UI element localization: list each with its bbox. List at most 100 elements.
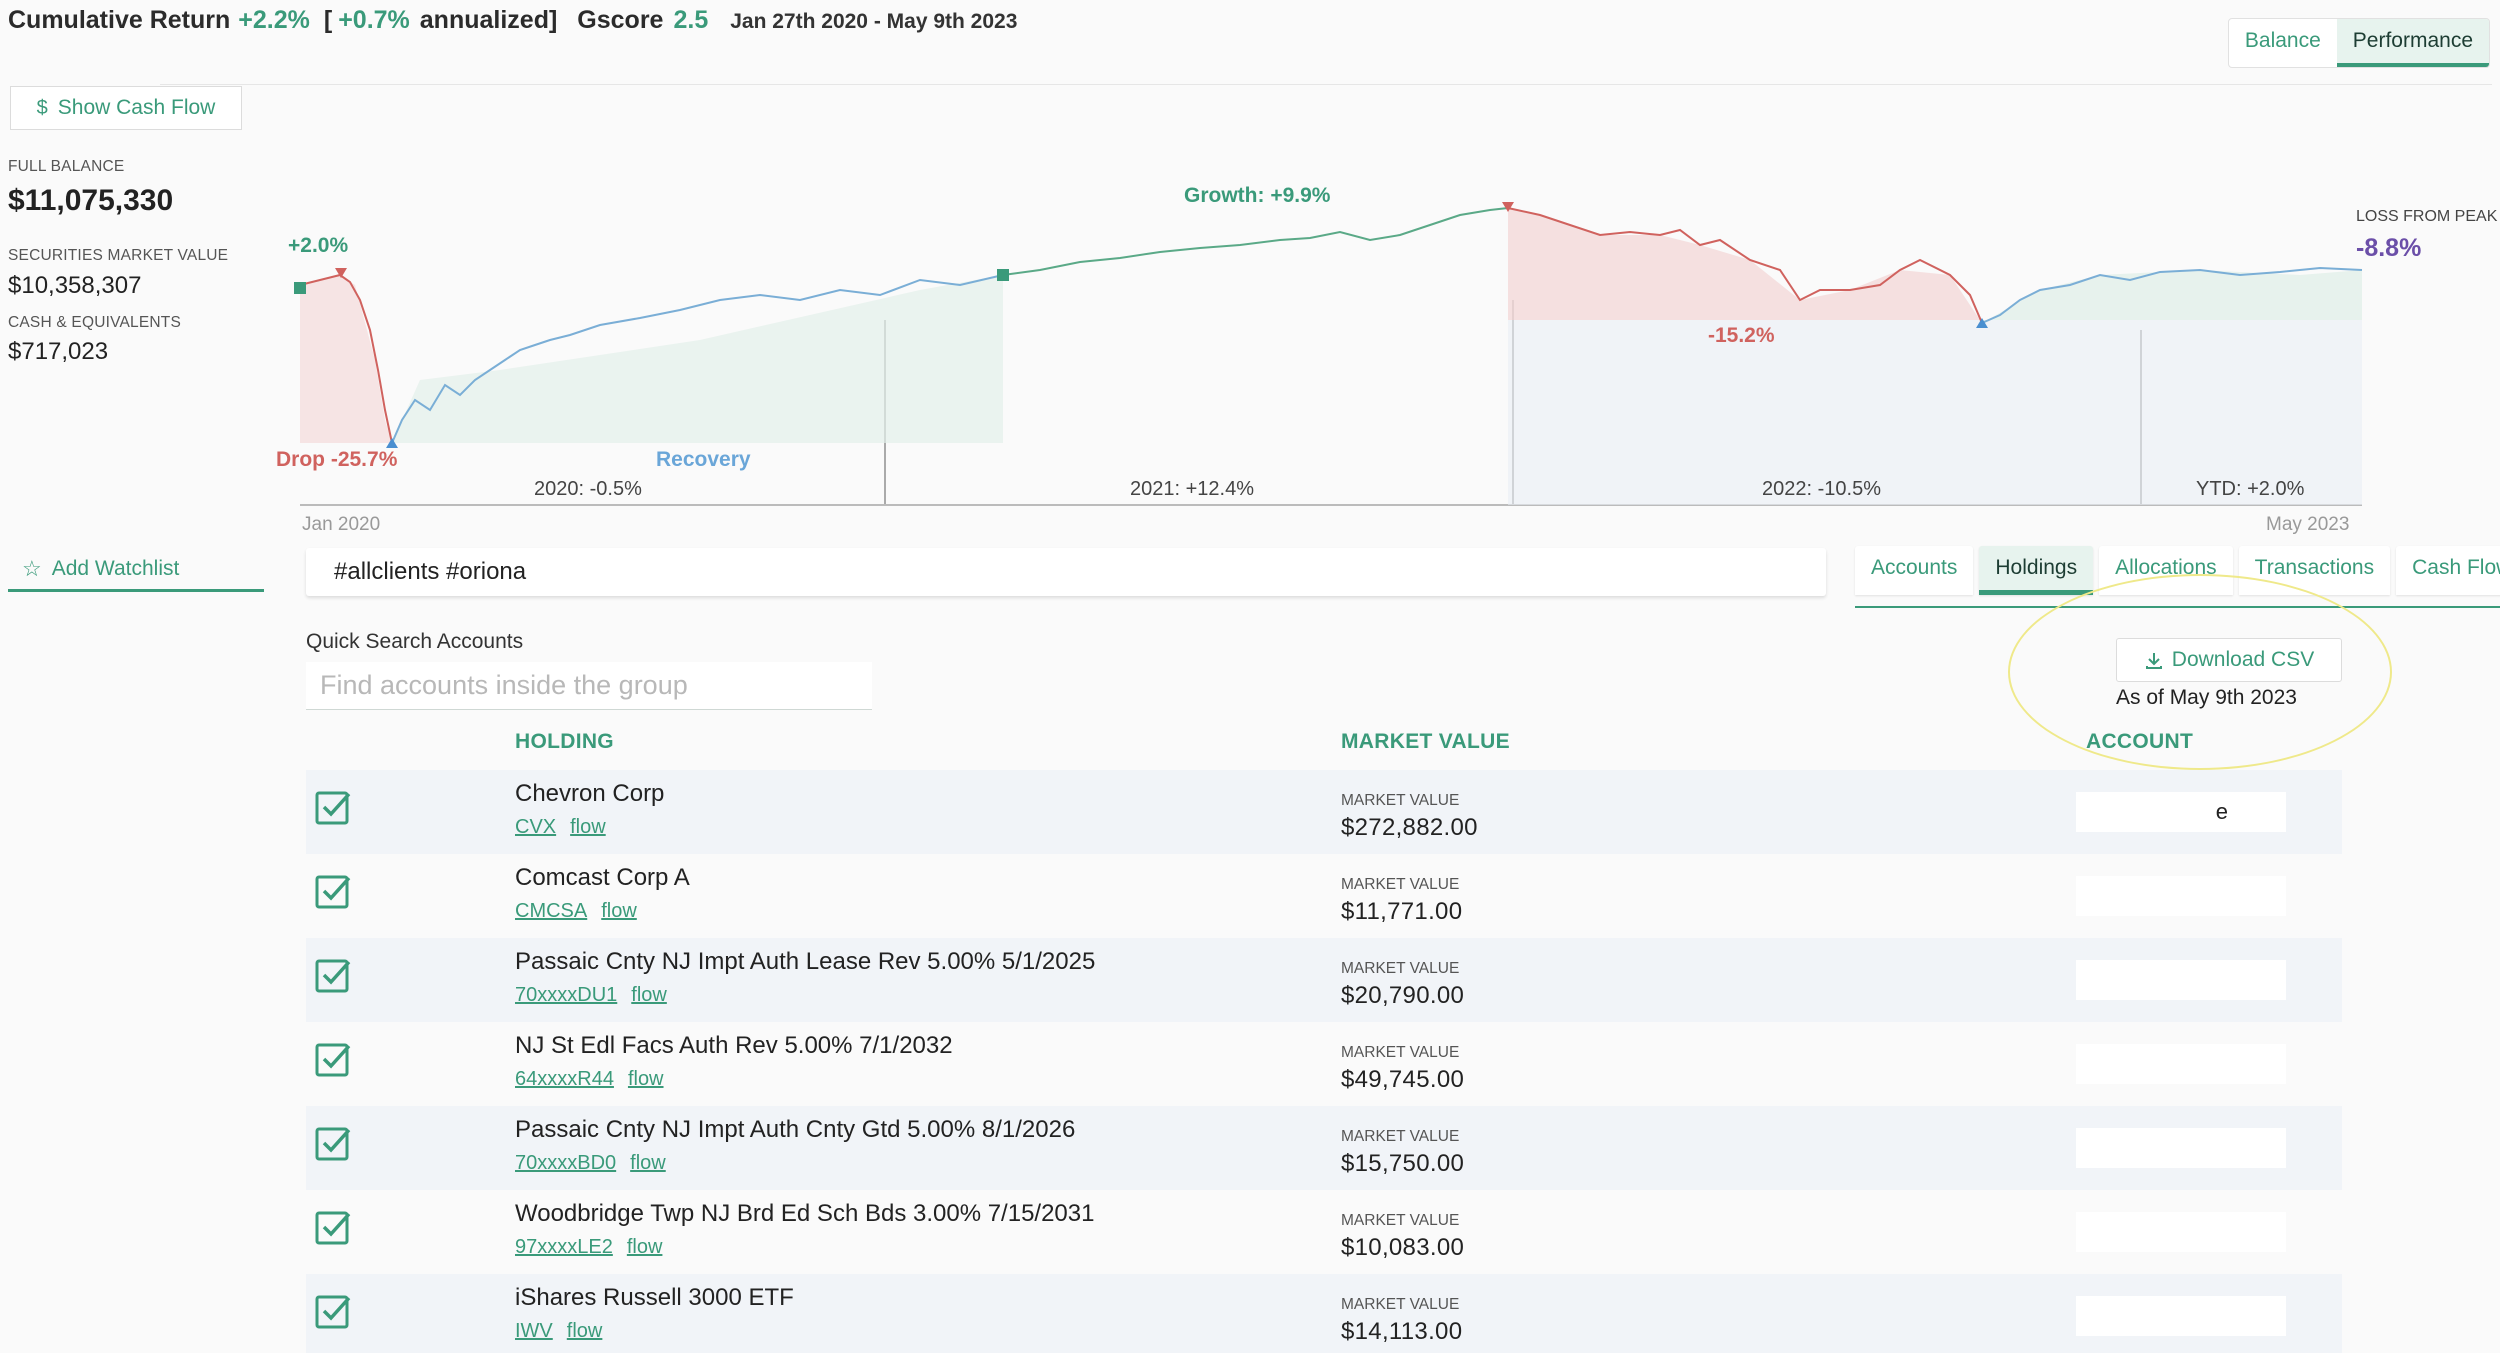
trough-marker <box>386 438 398 448</box>
table-row: iShares Russell 3000 ETF IWV flow MARKET VA… <box>306 1274 2342 1353</box>
table-row: NJ St Edl Facs Auth Rev 5.00% 7/1/2032 64… <box>306 1022 2342 1106</box>
recovery-label: Recovery <box>656 448 751 471</box>
full-balance-label: FULL BALANCE <box>8 158 125 175</box>
checkbox-checked-icon[interactable] <box>314 1124 352 1162</box>
ticker-link[interactable]: 64xxxxR44 <box>515 1068 614 1090</box>
checkbox-checked-icon[interactable] <box>314 1040 352 1078</box>
holding-name: Chevron Corp <box>515 780 665 807</box>
performance-button[interactable]: Performance <box>2336 19 2489 67</box>
ticker-link[interactable]: 70xxxxDU1 <box>515 984 618 1006</box>
market-value: $10,083.00 <box>1341 1234 1465 1261</box>
tab-holdings[interactable]: Holdings <box>1979 546 2094 595</box>
performance-chart <box>294 202 2363 506</box>
tab-cash-flow[interactable]: Cash Flow <box>2396 546 2500 595</box>
drop-region <box>300 275 392 443</box>
series-current-line <box>1981 266 2363 324</box>
flow-link[interactable]: flow <box>626 1236 663 1258</box>
gscore-value: 2.5 <box>673 6 709 34</box>
series-drop-line <box>299 273 393 444</box>
download-csv-button[interactable]: Download CSV <box>2116 638 2342 682</box>
loss-from-peak-value: -8.8% <box>2356 234 2422 262</box>
holding-name: Passaic Cnty NJ Impt Auth Cnty Gtd 5.00%… <box>515 1116 1076 1143</box>
holding-name: NJ St Edl Facs Auth Rev 5.00% 7/1/2032 <box>515 1032 953 1059</box>
year-label-2022: 2022: -10.5% <box>1762 478 1881 500</box>
ticker-link[interactable]: CMCSA <box>515 900 588 922</box>
flow-link[interactable]: flow <box>601 900 637 922</box>
loss-from-peak-label: LOSS FROM PEAK <box>2356 208 2498 225</box>
performance-summary: Cumulative Return +2.2% [ +0.7% annualiz… <box>8 6 1017 42</box>
header-divider <box>160 84 2492 85</box>
x-axis-end: May 2023 <box>2266 514 2350 535</box>
holding-links: IWV flow <box>515 1320 616 1343</box>
shade-region <box>1508 320 2362 505</box>
checkbox-checked-icon[interactable] <box>314 872 352 910</box>
table-row: Passaic Cnty NJ Impt Auth Lease Rev 5.00… <box>306 938 2342 1022</box>
growth-label: Growth: +9.9% <box>1184 184 1331 207</box>
show-cash-flow-button[interactable]: $ Show Cash Flow <box>10 86 242 130</box>
annualized-value: +0.7% <box>338 6 410 34</box>
ticker-link[interactable]: IWV <box>515 1320 553 1342</box>
account-cell-redacted: e <box>2076 792 2286 832</box>
flow-link[interactable]: flow <box>627 1068 664 1090</box>
account-column-header[interactable]: ACCOUNT <box>2086 730 2194 753</box>
table-row: Passaic Cnty NJ Impt Auth Cnty Gtd 5.00%… <box>306 1106 2342 1190</box>
table-row: Comcast Corp A CMCSA flow MARKET VALUE $11,7… <box>306 854 2342 938</box>
holding-name: Passaic Cnty NJ Impt Auth Lease Rev 5.00… <box>515 948 1096 975</box>
peak-marker <box>335 268 347 278</box>
flow-link[interactable]: flow <box>570 816 606 838</box>
drop-label: Drop -25.7% <box>276 448 398 471</box>
year-label-2021: 2021: +12.4% <box>1130 478 1254 500</box>
checkbox-checked-icon[interactable] <box>314 1292 352 1330</box>
securities-label: SECURITIES MARKET VALUE <box>8 247 229 264</box>
holding-links: CMCSA flow <box>515 900 651 923</box>
market-value: $20,790.00 <box>1341 982 1465 1009</box>
trough-marker-2 <box>1976 318 1988 328</box>
flow-link[interactable]: flow <box>630 1152 666 1174</box>
series-recovery-line <box>391 274 1004 444</box>
annualized-label: annualized] <box>419 6 558 34</box>
view-toggle: Balance Performance <box>2227 18 2490 68</box>
market-value: $49,745.00 <box>1341 1066 1465 1093</box>
holding-name: iShares Russell 3000 ETF <box>515 1284 794 1311</box>
market-value-column-header[interactable]: MARKET VALUE <box>1341 730 1510 753</box>
tag-filter-input[interactable]: #allclients #oriona <box>306 548 1826 596</box>
ticker-link[interactable]: 70xxxxBD0 <box>515 1152 617 1174</box>
account-cell-redacted <box>2076 1296 2286 1336</box>
market-value-label: MARKET VALUE <box>1341 960 1460 977</box>
tab-accounts[interactable]: Accounts <box>1855 546 1974 595</box>
quick-search-input[interactable] <box>306 662 872 710</box>
ticker-link[interactable]: 97xxxxLE2 <box>515 1236 613 1258</box>
market-value: $14,113.00 <box>1341 1318 1463 1345</box>
holding-column-header[interactable]: HOLDING <box>515 730 614 753</box>
cumulative-return-value: +2.2% <box>238 6 310 34</box>
market-value-label: MARKET VALUE <box>1341 1212 1460 1229</box>
cumulative-return-label: Cumulative Return <box>8 6 231 34</box>
market-value-label: MARKET VALUE <box>1341 1044 1460 1061</box>
ticker-link[interactable]: CVX <box>515 816 557 838</box>
account-cell-redacted <box>2076 1044 2286 1084</box>
year-label-2020: 2020: -0.5% <box>534 478 642 500</box>
checkbox-checked-icon[interactable] <box>314 956 352 994</box>
gscore-label: Gscore <box>577 6 664 34</box>
flow-link[interactable]: flow <box>631 984 667 1006</box>
checkbox-checked-icon[interactable] <box>314 1208 352 1246</box>
decline-region <box>1508 208 1982 323</box>
holding-name: Comcast Corp A <box>515 864 690 891</box>
checkbox-checked-icon[interactable] <box>314 788 352 826</box>
market-value: $11,771.00 <box>1341 898 1463 925</box>
add-watchlist-button[interactable]: ☆ Add Watchlist <box>8 548 264 592</box>
x-axis-start: Jan 2020 <box>302 514 381 535</box>
market-value-label: MARKET VALUE <box>1341 1296 1460 1313</box>
full-balance-value: $11,075,330 <box>8 184 174 217</box>
as-of-date: As of May 9th 2023 <box>2116 686 2297 709</box>
recovery-region <box>392 275 1003 443</box>
flow-link[interactable]: flow <box>566 1320 603 1342</box>
account-cell-redacted <box>2076 1212 2286 1252</box>
series-growth-line <box>1002 207 1509 276</box>
add-watchlist-label: Add Watchlist <box>51 556 180 580</box>
peak-marker-2 <box>1502 202 1514 212</box>
balance-button[interactable]: Balance <box>2244 29 2321 52</box>
holding-links: 70xxxxDU1 flow <box>515 984 681 1007</box>
account-cell-redacted <box>2076 1128 2286 1168</box>
market-value-label: MARKET VALUE <box>1341 792 1460 809</box>
